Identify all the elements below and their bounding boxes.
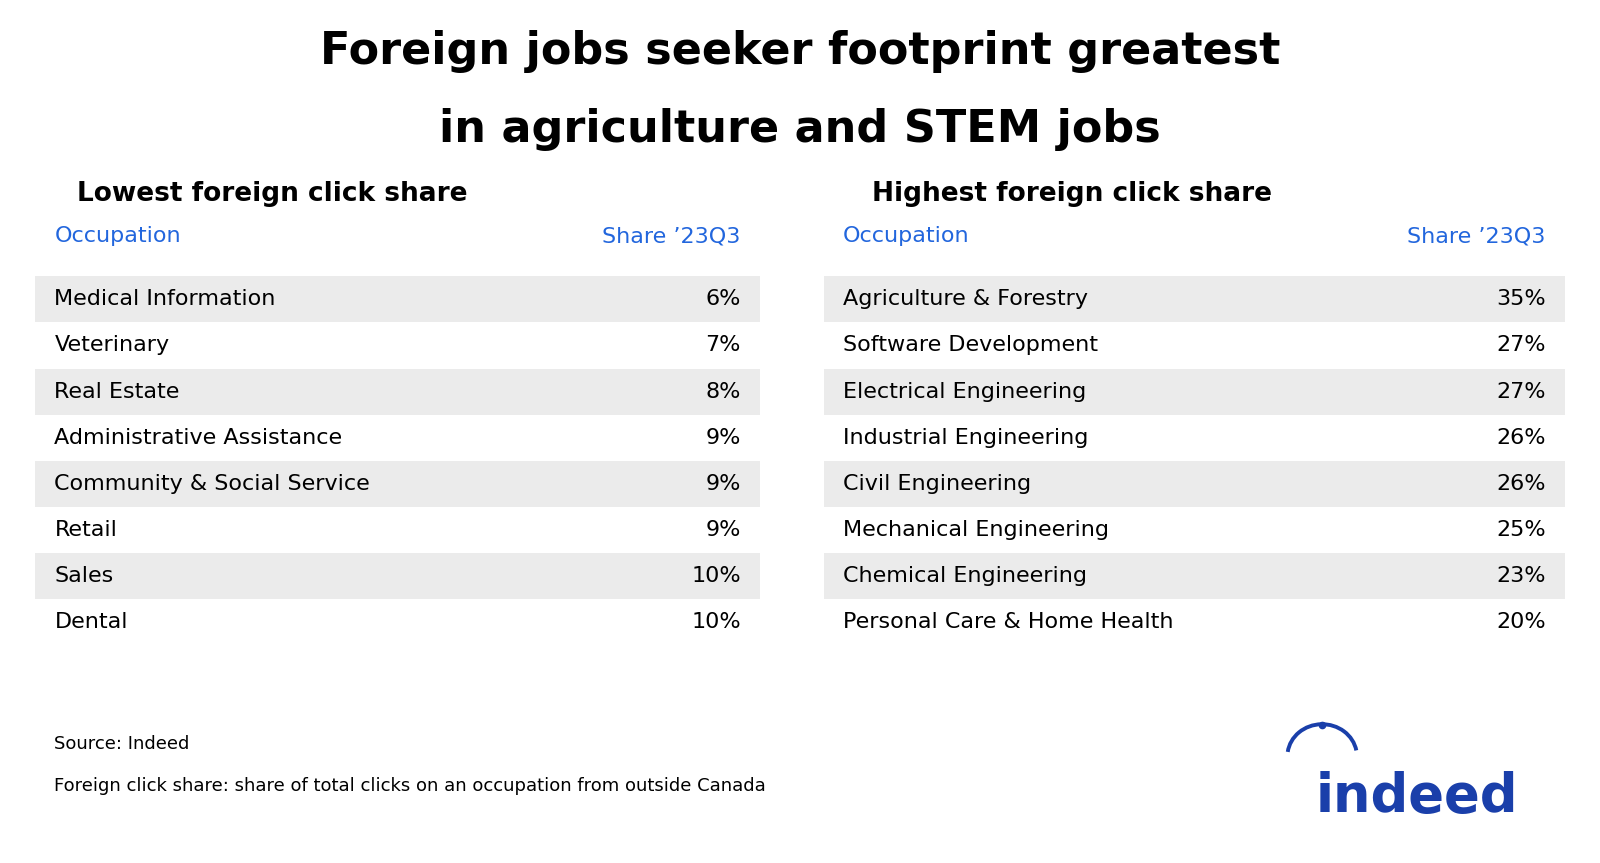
- Text: Source: Indeed: Source: Indeed: [54, 735, 190, 753]
- Text: Software Development: Software Development: [843, 336, 1098, 356]
- Text: Mechanical Engineering: Mechanical Engineering: [843, 520, 1109, 540]
- Text: Community & Social Service: Community & Social Service: [54, 474, 370, 494]
- Text: 7%: 7%: [706, 336, 741, 356]
- Text: Occupation: Occupation: [54, 226, 181, 246]
- Text: 25%: 25%: [1496, 520, 1546, 540]
- Text: Foreign jobs seeker footprint greatest: Foreign jobs seeker footprint greatest: [320, 30, 1280, 73]
- Text: 8%: 8%: [706, 381, 741, 401]
- Text: Highest foreign click share: Highest foreign click share: [872, 181, 1272, 207]
- Text: 27%: 27%: [1496, 336, 1546, 356]
- Text: 10%: 10%: [691, 613, 741, 633]
- Text: 35%: 35%: [1496, 289, 1546, 309]
- Text: Civil Engineering: Civil Engineering: [843, 474, 1032, 494]
- Text: 9%: 9%: [706, 474, 741, 494]
- Text: 23%: 23%: [1496, 566, 1546, 586]
- Text: Sales: Sales: [54, 566, 114, 586]
- Text: Electrical Engineering: Electrical Engineering: [843, 381, 1086, 401]
- Text: Medical Information: Medical Information: [54, 289, 275, 309]
- Text: 27%: 27%: [1496, 381, 1546, 401]
- Text: Real Estate: Real Estate: [54, 381, 179, 401]
- Text: Dental: Dental: [54, 613, 128, 633]
- Text: Lowest foreign click share: Lowest foreign click share: [77, 181, 467, 207]
- Text: Personal Care & Home Health: Personal Care & Home Health: [843, 613, 1174, 633]
- Text: Agriculture & Forestry: Agriculture & Forestry: [843, 289, 1088, 309]
- Text: 9%: 9%: [706, 428, 741, 448]
- Text: Occupation: Occupation: [843, 226, 970, 246]
- Text: Foreign click share: share of total clicks on an occupation from outside Canada: Foreign click share: share of total clic…: [54, 777, 766, 795]
- Text: Administrative Assistance: Administrative Assistance: [54, 428, 342, 448]
- Text: Veterinary: Veterinary: [54, 336, 170, 356]
- Text: 6%: 6%: [706, 289, 741, 309]
- Text: indeed: indeed: [1315, 771, 1518, 822]
- Text: 9%: 9%: [706, 520, 741, 540]
- Text: in agriculture and STEM jobs: in agriculture and STEM jobs: [438, 108, 1162, 151]
- Text: Retail: Retail: [54, 520, 117, 540]
- Text: Share ’23Q3: Share ’23Q3: [1408, 226, 1546, 246]
- Text: Share ’23Q3: Share ’23Q3: [603, 226, 741, 246]
- Text: 20%: 20%: [1496, 613, 1546, 633]
- Text: Industrial Engineering: Industrial Engineering: [843, 428, 1088, 448]
- Text: Chemical Engineering: Chemical Engineering: [843, 566, 1088, 586]
- Text: 26%: 26%: [1496, 474, 1546, 494]
- Text: 26%: 26%: [1496, 428, 1546, 448]
- Text: 10%: 10%: [691, 566, 741, 586]
